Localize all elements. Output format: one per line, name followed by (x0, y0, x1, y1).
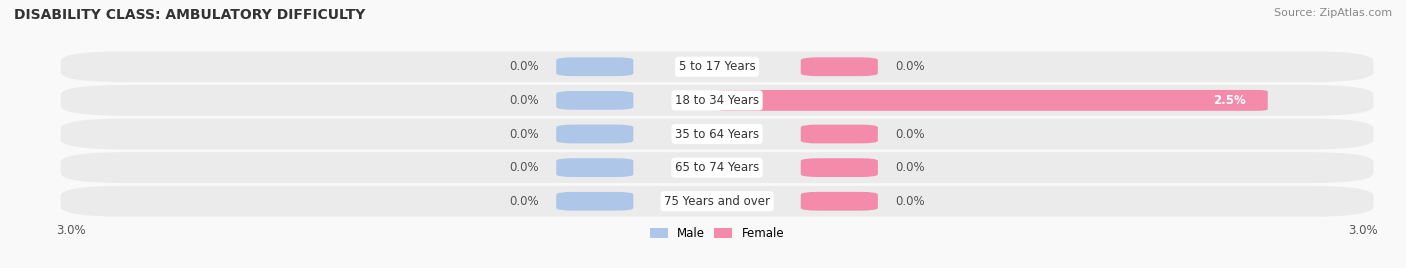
FancyBboxPatch shape (60, 186, 1374, 217)
FancyBboxPatch shape (557, 158, 633, 177)
FancyBboxPatch shape (557, 125, 633, 143)
FancyBboxPatch shape (60, 51, 1374, 82)
FancyBboxPatch shape (717, 90, 1268, 111)
FancyBboxPatch shape (801, 125, 877, 143)
Text: 3.0%: 3.0% (56, 224, 86, 237)
Text: DISABILITY CLASS: AMBULATORY DIFFICULTY: DISABILITY CLASS: AMBULATORY DIFFICULTY (14, 8, 366, 22)
FancyBboxPatch shape (60, 152, 1374, 183)
FancyBboxPatch shape (801, 192, 877, 211)
FancyBboxPatch shape (801, 91, 877, 110)
Text: 18 to 34 Years: 18 to 34 Years (675, 94, 759, 107)
FancyBboxPatch shape (557, 91, 633, 110)
Text: 0.0%: 0.0% (509, 161, 538, 174)
Text: 0.0%: 0.0% (896, 128, 925, 140)
Text: 0.0%: 0.0% (896, 161, 925, 174)
Text: 0.0%: 0.0% (509, 195, 538, 208)
Text: 75 Years and over: 75 Years and over (664, 195, 770, 208)
Text: 35 to 64 Years: 35 to 64 Years (675, 128, 759, 140)
Text: 2.5%: 2.5% (1213, 94, 1246, 107)
FancyBboxPatch shape (557, 192, 633, 211)
Text: 5 to 17 Years: 5 to 17 Years (679, 60, 755, 73)
FancyBboxPatch shape (801, 57, 877, 76)
Text: 0.0%: 0.0% (509, 128, 538, 140)
Text: 3.0%: 3.0% (1348, 224, 1378, 237)
Text: 0.0%: 0.0% (509, 94, 538, 107)
Text: Source: ZipAtlas.com: Source: ZipAtlas.com (1274, 8, 1392, 18)
FancyBboxPatch shape (801, 158, 877, 177)
FancyBboxPatch shape (60, 118, 1374, 150)
Text: 0.0%: 0.0% (509, 60, 538, 73)
Legend: Male, Female: Male, Female (645, 222, 789, 245)
Text: 65 to 74 Years: 65 to 74 Years (675, 161, 759, 174)
Text: 0.0%: 0.0% (896, 60, 925, 73)
FancyBboxPatch shape (557, 57, 633, 76)
Text: 0.0%: 0.0% (896, 195, 925, 208)
FancyBboxPatch shape (60, 85, 1374, 116)
